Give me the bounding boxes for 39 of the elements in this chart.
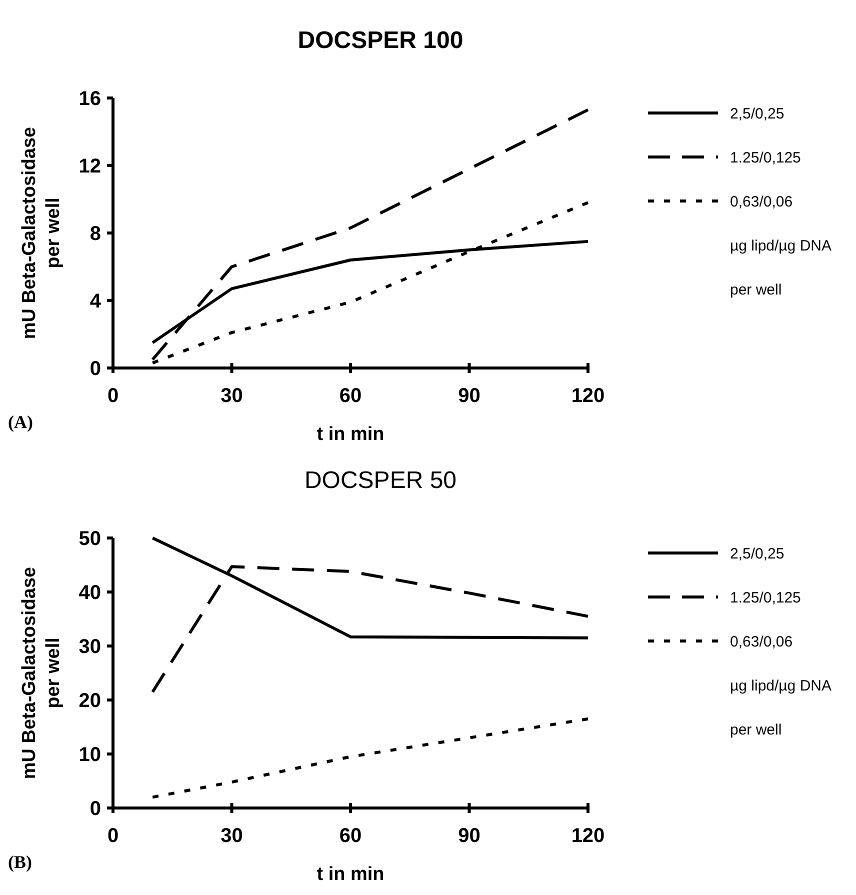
y-axis-title: mU Beta-Galactosidase per well (19, 126, 64, 340)
line-series (151, 108, 590, 362)
legend-label: 2,5/0,25 (730, 105, 784, 122)
x-tick-label: 60 (339, 825, 362, 847)
y-tick-label: 20 (78, 690, 101, 712)
x-tick-label: 0 (107, 385, 119, 407)
line-series (151, 717, 590, 799)
y-tick-label: 50 (78, 528, 101, 550)
y-tick-label: 10 (78, 744, 101, 766)
legend-label: 1.25/0,125 (730, 589, 801, 606)
x-tick-label: 120 (571, 825, 605, 847)
x-tick-label: 0 (107, 825, 119, 847)
x-tick-label: 90 (458, 825, 480, 847)
x-tick-label: 90 (458, 385, 480, 407)
legend-label: 1.25/0,125 (730, 149, 801, 166)
y-tick-label: 8 (90, 223, 101, 245)
x-tick-label: 30 (220, 385, 243, 407)
x-axis-title: t in min (316, 864, 384, 885)
y-tick-label: 0 (90, 798, 101, 820)
text: (B) (8, 852, 32, 872)
y-tick-label: 0 (90, 358, 101, 380)
legend-label: 0,63/0,06 (730, 633, 793, 650)
y-axis-title: mU Beta-Galactosidase per well (19, 566, 64, 780)
y-tick-label: 4 (90, 290, 102, 312)
y-tick-label: 12 (78, 156, 101, 178)
x-axis-title: t in min (316, 424, 384, 445)
x-tick-label: 30 (220, 825, 243, 847)
x-tick-label: 120 (571, 385, 605, 407)
y-tick-label: 40 (78, 582, 101, 604)
text: µg lipd/µg DNA per well (730, 237, 832, 298)
legend-label: 0,63/0,06 (730, 193, 793, 210)
y-tick-label: 16 (78, 88, 101, 110)
chart-title: DOCSPER 50 (304, 467, 457, 494)
y-tick-label: 30 (78, 636, 101, 658)
text: (A) (8, 412, 33, 432)
legend-label: 2,5/0,25 (730, 545, 784, 562)
x-tick-label: 60 (339, 385, 362, 407)
text: µg lipd/µg DNA per well (730, 677, 832, 738)
chart-title: DOCSPER 100 (298, 27, 464, 54)
